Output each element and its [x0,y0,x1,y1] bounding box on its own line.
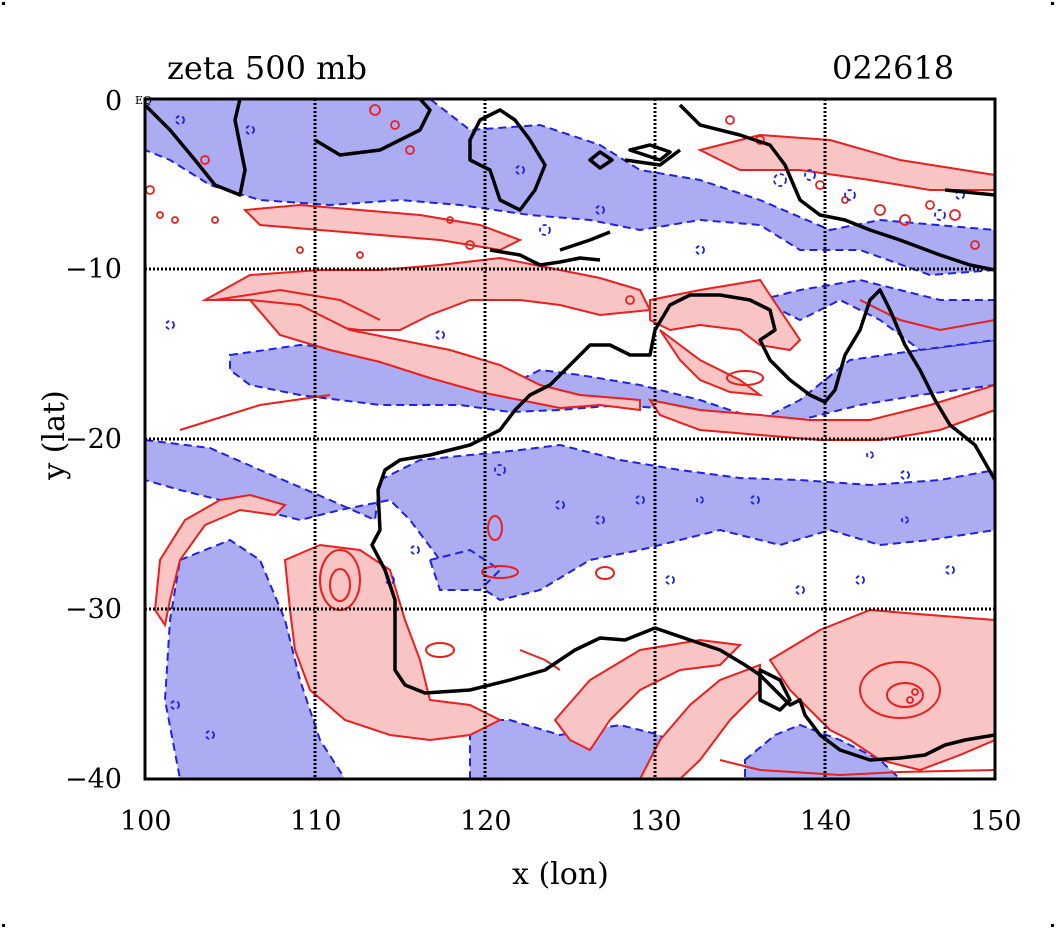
coast-png [678,103,995,272]
graticule [145,99,995,779]
neg-region-south-central [469,719,681,779]
equator-label: EQ [135,94,152,107]
positive-small-loops [145,104,980,704]
x-tick-110: 110 [290,806,342,837]
y-tick-0: 0 [105,86,123,117]
coast-australia [370,288,995,762]
y-axis-label: y (lat) [37,390,72,480]
pos-arc-south [553,638,743,752]
negative-vorticity-regions [145,99,995,779]
y-tick-10: −10 [65,254,122,285]
neg-region-east-inland [757,278,995,352]
pos-tail-14s [659,329,764,397]
coast-sumatra [145,99,247,197]
x-tick-130: 130 [630,806,682,837]
map-title: zeta 500 mb [167,49,367,87]
x-tick-140: 140 [800,806,852,837]
corner-mark-tl [2,2,5,5]
coast-timor [559,230,611,252]
x-tick-100: 100 [120,806,172,837]
pos-arc-southwest [153,493,287,628]
coastlines [145,99,995,762]
neg-region-cluster-a [428,548,502,591]
corner-mark-bl [2,924,5,927]
coast-png-east [944,188,995,197]
plot-frame [143,97,997,781]
pos-band-12s [247,298,641,412]
y-tick-40: −40 [65,764,122,795]
coast-borneo-south [489,248,601,267]
y-tick-20: −20 [65,424,122,455]
corner-mark-tr [1051,2,1054,5]
neg-region-southwest [163,538,347,779]
pos-band-18s [647,383,995,441]
coast-tasmania [758,668,792,712]
neg-region-band-15s [229,338,995,427]
positive-contour-lines [179,288,995,777]
pos-vortex-southeast [768,608,995,772]
coast-new-guinea-head [624,148,682,167]
x-tick-120: 120 [460,806,512,837]
y-tick-30: −30 [65,594,122,625]
corner-mark-br [1051,924,1054,927]
coast-islands-a [588,150,614,170]
coast-borneo [314,99,432,157]
neg-region-north [145,99,995,277]
neg-region-southeast [744,723,902,779]
time-label: 022618 [832,49,955,87]
negative-small-loops [165,115,965,740]
neg-region-band-25s [145,438,995,602]
coast-islands-b [628,143,672,162]
x-axis-label: x (lon) [512,857,609,892]
coast-sulawesi [468,108,547,212]
x-tick-150: 150 [970,806,1022,837]
